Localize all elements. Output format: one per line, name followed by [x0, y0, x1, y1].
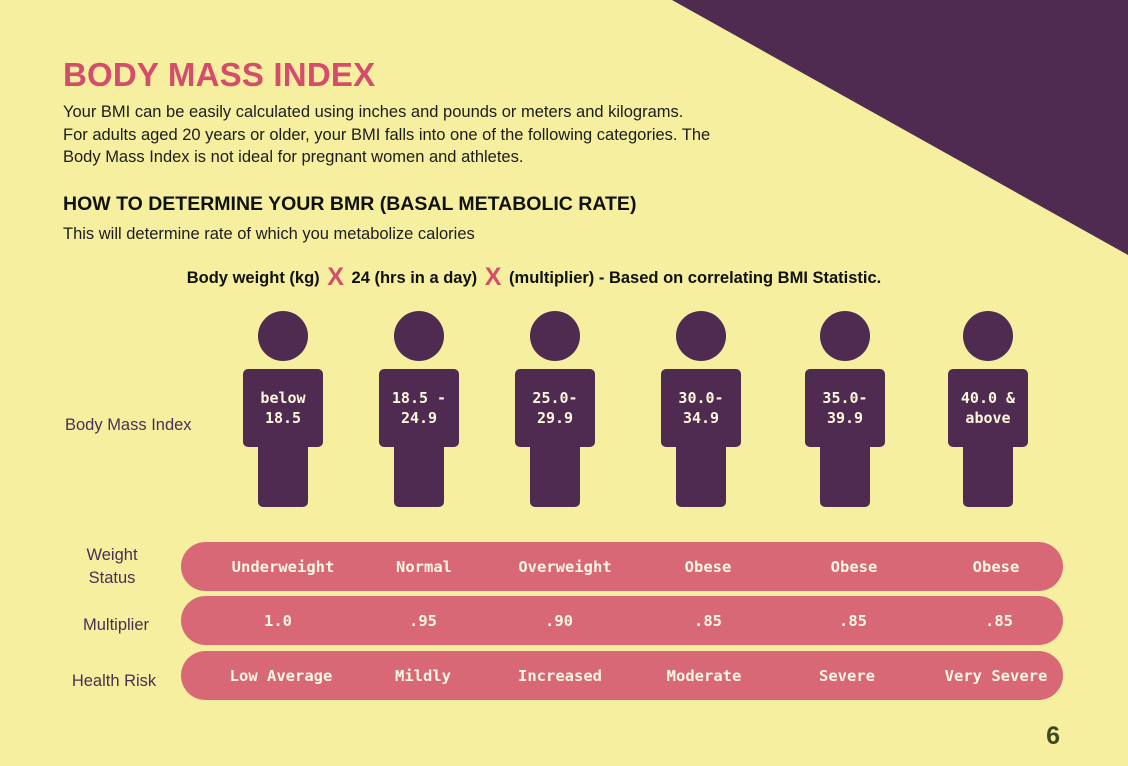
person-head-icon	[258, 311, 308, 361]
person-torso: 30.0- 34.9	[661, 369, 741, 447]
multiplier-cell: .85	[985, 611, 1013, 630]
multiplier-label: Multiplier	[82, 616, 150, 634]
multiplier-cell: 1.0	[264, 611, 292, 630]
person-legs-icon	[530, 445, 580, 507]
bmr-formula: Body weight (kg) X 24 (hrs in a day) X (…	[0, 263, 1068, 292]
formula-part: (multiplier) - Based on correlating BMI …	[509, 269, 882, 287]
person-head-icon	[676, 311, 726, 361]
health-risk-cell: Very Severe	[944, 666, 1048, 685]
label-line: Status	[88, 569, 136, 587]
intro-line: Body Mass Index is not ideal for pregnan…	[63, 148, 524, 166]
page-number: 6	[1046, 722, 1060, 750]
page-title: BODY MASS INDEX	[63, 56, 376, 93]
health-risk-cell: Severe	[819, 666, 875, 685]
person-figure: 25.0- 29.9	[515, 311, 595, 507]
person-figure: below 18.5	[243, 311, 323, 507]
bmi-range: 30.0- 34.9	[678, 389, 724, 427]
person-torso: 25.0- 29.9	[515, 369, 595, 447]
person-legs-icon	[963, 445, 1013, 507]
person-legs-icon	[820, 445, 870, 507]
formula-part: 24 (hrs in a day)	[351, 269, 478, 287]
person-head-icon	[394, 311, 444, 361]
health-risk-cell: Mildly	[395, 666, 451, 685]
bmi-range: 25.0- 29.9	[532, 389, 578, 427]
health-risk-row: Low Average Mildly Increased Moderate Se…	[181, 651, 1063, 700]
multiplier-cell: .85	[694, 611, 722, 630]
bmr-heading: HOW TO DETERMINE YOUR BMR (BASAL METABOL…	[63, 193, 637, 215]
weight-status-cell: Obese	[830, 557, 878, 576]
bmi-range: below 18.5	[260, 389, 306, 427]
multiplier-row: 1.0 .95 .90 .85 .85 .85	[181, 596, 1063, 645]
person-head-icon	[820, 311, 870, 361]
person-legs-icon	[676, 445, 726, 507]
weight-status-label: Weight Status	[47, 544, 177, 590]
person-figure: 35.0- 39.9	[805, 311, 885, 507]
weight-status-cell: Normal	[396, 557, 452, 576]
multiplier-cell: .90	[545, 611, 573, 630]
health-risk-label: Health Risk	[71, 672, 157, 690]
bmi-range: 18.5 - 24.9	[391, 389, 447, 427]
person-torso: 35.0- 39.9	[805, 369, 885, 447]
weight-status-cell: Underweight	[231, 557, 335, 576]
health-risk-cell: Low Average	[229, 666, 333, 685]
person-torso: 18.5 - 24.9	[379, 369, 459, 447]
person-head-icon	[963, 311, 1013, 361]
person-figure: 18.5 - 24.9	[379, 311, 459, 507]
weight-status-cell: Overweight	[518, 557, 612, 576]
formula-part: Body weight (kg)	[186, 269, 320, 287]
weight-status-cell: Obese	[972, 557, 1020, 576]
bmi-row-label: Body Mass Index	[65, 416, 192, 434]
multiply-icon: X	[484, 263, 502, 291]
label-line: Weight	[86, 546, 138, 564]
person-legs-icon	[394, 445, 444, 507]
intro-line: For adults aged 20 years or older, your …	[63, 125, 711, 144]
person-head-icon	[530, 311, 580, 361]
multiplier-cell: .85	[839, 611, 867, 630]
weight-status-row: Underweight Normal Overweight Obese Obes…	[181, 542, 1063, 591]
health-risk-cell: Increased	[518, 666, 602, 685]
person-figure: 30.0- 34.9	[661, 311, 741, 507]
multiplier-cell: .95	[409, 611, 437, 630]
bmi-range: 40.0 & above	[960, 389, 1016, 427]
intro-line: Your BMI can be easily calculated using …	[63, 103, 684, 121]
bmi-range: 35.0- 39.9	[822, 389, 868, 427]
health-risk-cell: Moderate	[666, 666, 742, 685]
person-torso: below 18.5	[243, 369, 323, 447]
multiply-icon: X	[327, 263, 344, 291]
intro-paragraph: Your BMI can be easily calculated using …	[63, 101, 763, 169]
person-figure: 40.0 & above	[948, 311, 1028, 507]
weight-status-cell: Obese	[684, 557, 732, 576]
person-torso: 40.0 & above	[948, 369, 1028, 447]
person-legs-icon	[258, 445, 308, 507]
bmr-subtext: This will determine rate of which you me…	[63, 225, 475, 243]
